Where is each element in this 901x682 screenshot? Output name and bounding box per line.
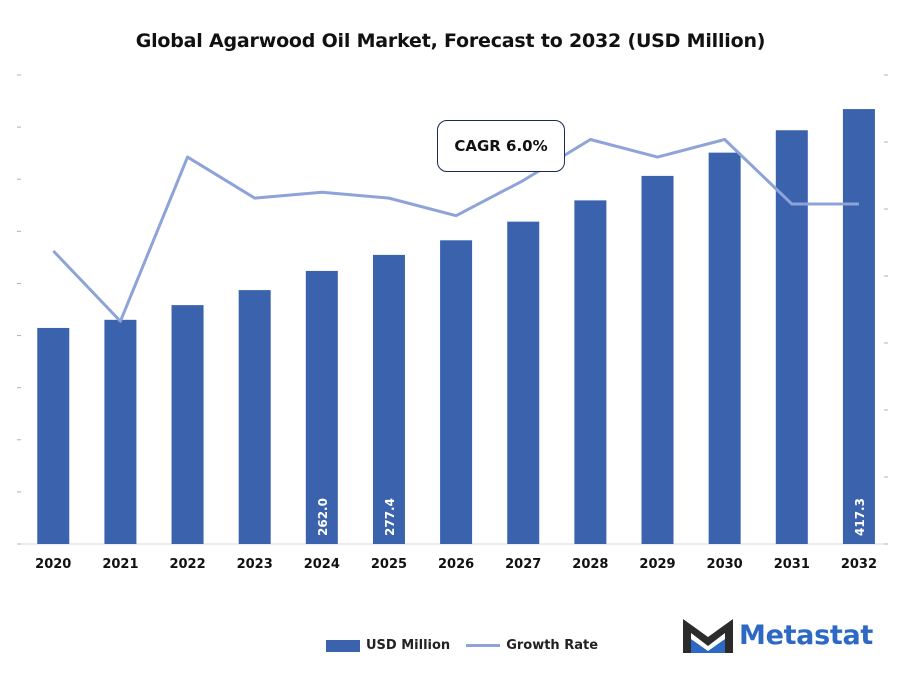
bar-2021 <box>104 319 137 544</box>
growth-rate-line <box>52 137 859 323</box>
metastat-logo: Metastat <box>681 615 873 655</box>
x-tick-label: 2023 <box>237 557 273 572</box>
x-tick-label: 2030 <box>707 557 743 572</box>
legend-item-growth-rate: Growth Rate <box>466 638 598 653</box>
bar-2023 <box>238 290 271 544</box>
x-tick-label: 2022 <box>169 557 205 572</box>
legend: USD Million Growth Rate <box>326 638 614 653</box>
cagr-annotation: CAGR 6.0% <box>437 120 565 172</box>
x-tick-label: 2028 <box>572 557 608 572</box>
bar-2020 <box>37 327 70 544</box>
bar-2032 <box>842 109 875 545</box>
bar-2025 <box>372 254 405 544</box>
bar-2028 <box>574 200 607 544</box>
bar-2029 <box>641 175 674 544</box>
x-tick-label: 2020 <box>35 557 71 572</box>
bar-value-label: 417.3 <box>853 498 867 536</box>
bar-2030 <box>708 152 741 544</box>
legend-item-usd-million: USD Million <box>326 638 450 653</box>
bar-value-label: 262.0 <box>316 498 330 536</box>
bar-value-label: 277.4 <box>383 498 397 536</box>
bar-2031 <box>775 130 808 544</box>
chart-title: Global Agarwood Oil Market, Forecast to … <box>135 30 766 52</box>
bar-2026 <box>440 240 473 544</box>
x-tick-label: 2027 <box>505 557 541 572</box>
legend-swatch-bar <box>326 639 360 652</box>
x-tick-label: 2029 <box>639 557 675 572</box>
legend-label-usd-million: USD Million <box>366 638 451 653</box>
x-tick-label: 2024 <box>304 557 340 572</box>
metastat-logo-icon <box>683 619 733 653</box>
bar-2022 <box>171 305 204 544</box>
x-tick-label: 2032 <box>841 557 877 572</box>
bar-2024 <box>305 270 338 544</box>
x-tick-label: 2026 <box>438 557 474 572</box>
bar-2027 <box>507 221 540 544</box>
x-tick-label: 2025 <box>371 557 407 572</box>
legend-label-growth-rate: Growth Rate <box>506 638 599 653</box>
x-tick-label: 2031 <box>774 557 810 572</box>
logo-text: Metastat <box>739 619 874 651</box>
legend-swatch-line <box>466 644 501 647</box>
x-tick-label: 2021 <box>102 557 138 572</box>
